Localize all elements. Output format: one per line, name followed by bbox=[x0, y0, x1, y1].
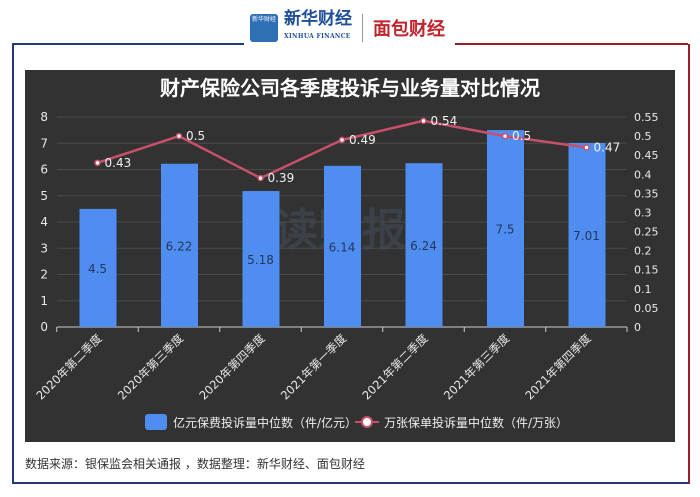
bar bbox=[487, 130, 524, 327]
xinhua-finance-logo: 新华财经 XINHUA FINANCE bbox=[284, 9, 352, 40]
y-right-tick-label: 0.3 bbox=[634, 206, 652, 219]
bar bbox=[568, 142, 606, 327]
line-point bbox=[94, 159, 101, 167]
y-left-tick-label: 5 bbox=[40, 189, 48, 203]
y-right-tick-label: 0.35 bbox=[634, 187, 659, 200]
frame-line-right bbox=[455, 43, 688, 45]
bar bbox=[79, 208, 117, 327]
line-data-label: 0.54 bbox=[431, 114, 458, 128]
frame bbox=[12, 44, 690, 484]
y-left-tick-label: 4 bbox=[40, 215, 48, 229]
bar bbox=[242, 191, 280, 327]
y-right-tick-label: 0.15 bbox=[634, 264, 659, 277]
y-left-tick-label: 1 bbox=[40, 294, 48, 308]
line-point bbox=[501, 132, 509, 140]
x-tick-label: 2020年第二季度 bbox=[33, 331, 105, 403]
line-point bbox=[420, 117, 427, 125]
y-right-tick-label: 0.2 bbox=[634, 245, 652, 258]
line-data-label: 0.5 bbox=[512, 129, 531, 143]
y-left-tick-label: 7 bbox=[40, 136, 48, 150]
bar bbox=[161, 163, 198, 327]
x-tick-label: 2020年第四季度 bbox=[196, 331, 268, 403]
x-tick-label: 2021年第二季度 bbox=[359, 331, 431, 403]
y-left-tick-label: 6 bbox=[40, 163, 48, 177]
legend-bar-label: 亿元保费投诉量中位数（件/亿元） bbox=[173, 415, 357, 430]
y-right-tick-label: 0.4 bbox=[634, 168, 652, 181]
bar-data-label: 5.18 bbox=[247, 253, 274, 267]
line-point bbox=[175, 132, 183, 140]
legend-line-marker bbox=[361, 416, 373, 428]
line-data-label: 0.49 bbox=[349, 133, 376, 147]
line-data-label: 0.47 bbox=[594, 141, 621, 155]
line-data-label: 0.43 bbox=[105, 156, 132, 170]
bar bbox=[405, 163, 443, 327]
x-tick-label: 2021年第三季度 bbox=[441, 331, 513, 403]
y-right-tick-label: 0.5 bbox=[634, 130, 652, 143]
y-right-tick-label: 0.45 bbox=[634, 149, 659, 162]
bar-data-label: 6.24 bbox=[410, 239, 437, 253]
y-left-tick-label: 2 bbox=[40, 268, 48, 282]
bar-data-label: 4.5 bbox=[88, 262, 107, 276]
logo-bar: 新华财经 新华财经 XINHUA FINANCE 面包财经 bbox=[250, 10, 445, 46]
legend-bar-swatch bbox=[145, 414, 167, 430]
line-data-label: 0.5 bbox=[186, 129, 205, 143]
x-tick-label: 2021年第四季度 bbox=[522, 331, 594, 403]
frame-line-left bbox=[12, 43, 244, 45]
bar-data-label: 6.22 bbox=[166, 239, 193, 253]
y-right-tick-label: 0.55 bbox=[634, 111, 659, 124]
bar-data-label: 6.14 bbox=[329, 240, 356, 254]
y-right-tick-label: 0 bbox=[634, 321, 641, 334]
y-right-tick-label: 0.25 bbox=[634, 226, 659, 239]
y-left-tick-label: 3 bbox=[40, 241, 48, 255]
bar-data-label: 7.01 bbox=[573, 229, 600, 243]
mianbao-logo: 面包财经 bbox=[373, 19, 445, 40]
bar-data-label: 7.5 bbox=[495, 223, 514, 237]
y-right-tick-label: 0.1 bbox=[634, 283, 652, 296]
line-point bbox=[583, 144, 590, 151]
x-tick-label: 2020年第三季度 bbox=[115, 331, 187, 403]
y-right-tick-label: 0.05 bbox=[634, 302, 659, 315]
xinhua-logo-icon: 新华财经 bbox=[250, 14, 278, 42]
y-left-tick-label: 8 bbox=[40, 110, 48, 124]
y-left-tick-label: 0 bbox=[40, 320, 48, 334]
x-tick-label: 2021年第一季度 bbox=[278, 331, 350, 403]
line-data-label: 0.39 bbox=[268, 171, 295, 185]
logo-divider bbox=[362, 14, 363, 42]
legend-line-label: 万张保单投诉量中位数（件/万张） bbox=[384, 415, 568, 430]
bar bbox=[324, 165, 361, 327]
line-point bbox=[257, 174, 264, 182]
line-point bbox=[338, 136, 346, 144]
source-note: 数据来源：银保监会相关通报 ，数据整理：新华财经、面包财经 bbox=[25, 457, 365, 471]
chart-title: 财产保险公司各季度投诉与业务量对比情况 bbox=[160, 76, 540, 100]
